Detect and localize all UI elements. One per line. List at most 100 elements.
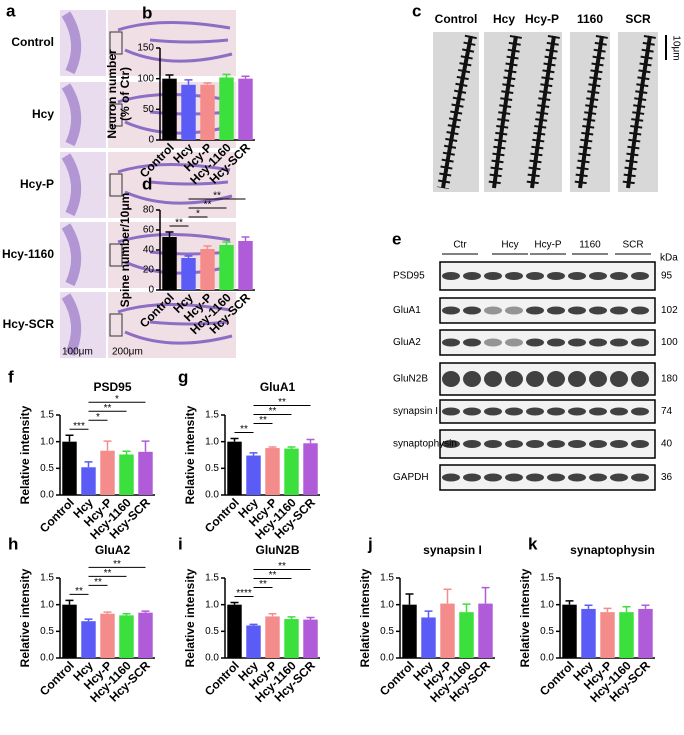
significance-label: ** <box>213 191 221 202</box>
bar <box>200 84 215 140</box>
band <box>568 338 586 347</box>
panel-label: j <box>367 534 373 553</box>
bar <box>81 621 96 658</box>
scale-bar-label: 10μm <box>670 35 681 60</box>
panel-label: i <box>178 534 183 553</box>
band <box>568 440 586 448</box>
error-bar <box>103 440 112 451</box>
bar <box>138 451 153 495</box>
y-axis-label: Relative intensity <box>183 568 197 667</box>
panel-label: d <box>142 174 152 193</box>
error-bar <box>203 245 212 249</box>
band <box>547 407 565 416</box>
error-bar <box>222 73 231 78</box>
bar <box>100 450 115 495</box>
significance-label: ** <box>104 403 112 414</box>
bar <box>402 604 417 658</box>
chart-title: GluN2B <box>255 543 299 557</box>
y-tick-label: 0.0 <box>380 653 394 664</box>
bar <box>181 84 196 140</box>
y-tick-label: 0.0 <box>40 653 54 664</box>
chart-title: GluA1 <box>260 380 296 394</box>
row-label: Hcy-SCR <box>3 317 55 331</box>
error-bar <box>165 74 174 79</box>
y-tick-label: 0.0 <box>40 490 54 501</box>
kda-label: 74 <box>661 406 673 417</box>
error-bar <box>65 434 74 442</box>
protein-label: synaptophysin <box>393 439 457 450</box>
y-tick-label: 50 <box>143 104 155 115</box>
kda-label: 180 <box>661 374 678 385</box>
error-bar <box>287 446 296 449</box>
y-tick-label: 0.5 <box>205 463 219 474</box>
cell-layer <box>61 83 81 147</box>
bar <box>62 441 77 495</box>
band <box>505 338 523 347</box>
y-axis-label: Relative intensity <box>358 568 372 667</box>
band <box>610 306 628 315</box>
roi-box <box>109 173 123 197</box>
band <box>547 473 565 482</box>
y-tick-label: 0.0 <box>540 653 554 664</box>
band <box>463 407 481 416</box>
y-tick-label: 150 <box>137 43 154 54</box>
y-tick-label: 0.5 <box>205 626 219 637</box>
y-tick-label: 1.0 <box>40 599 54 610</box>
group-label: Control <box>435 12 478 26</box>
band <box>589 440 607 448</box>
band <box>547 306 565 315</box>
band <box>631 407 649 416</box>
y-tick-label: 1.0 <box>40 436 54 447</box>
row-label: Hcy-P <box>20 177 54 191</box>
band <box>631 306 649 315</box>
protein-label: GAPDH <box>393 472 429 483</box>
protein-label: GluN2B <box>393 374 428 385</box>
error-bar <box>165 231 174 237</box>
protein-label: GluA1 <box>393 305 421 316</box>
band <box>484 272 502 280</box>
dendrite <box>530 35 556 189</box>
band <box>631 440 649 448</box>
row-label: Control <box>11 35 54 49</box>
band <box>610 338 628 347</box>
panel-label: b <box>142 3 152 22</box>
y-axis-label: Relative intensity <box>518 568 532 667</box>
bar <box>119 615 134 658</box>
significance-label: ** <box>75 586 83 597</box>
bar <box>100 613 115 658</box>
y-tick-label: 1.5 <box>40 410 54 421</box>
error-bar <box>424 610 433 618</box>
error-bar <box>184 79 193 85</box>
band <box>505 371 523 387</box>
x-tick-label: Control <box>37 658 77 698</box>
band <box>505 272 523 280</box>
significance-label: * <box>196 209 200 220</box>
y-tick-label: 0.5 <box>540 626 554 637</box>
bar <box>303 443 318 495</box>
y-tick-label: 1.0 <box>380 599 394 610</box>
y-tick-label: 0 <box>148 135 154 146</box>
error-bar <box>443 588 452 604</box>
bar <box>238 78 253 140</box>
group-label: 1160 <box>579 240 601 251</box>
significance-label: ** <box>175 218 183 229</box>
band <box>631 473 649 482</box>
significance-label: *** <box>73 421 85 432</box>
band <box>526 272 544 280</box>
band <box>505 440 523 448</box>
dendrite <box>441 35 473 189</box>
band <box>505 407 523 416</box>
band <box>568 473 586 482</box>
band <box>484 371 502 387</box>
error-bar <box>584 604 593 609</box>
y-tick-label: 1.0 <box>540 599 554 610</box>
band <box>526 338 544 347</box>
group-label: 1160 <box>577 12 603 26</box>
bar <box>219 77 234 140</box>
band <box>484 440 502 448</box>
y-tick-label: 100 <box>137 73 154 84</box>
kda-label: 36 <box>661 472 673 483</box>
band <box>442 338 460 347</box>
error-bar <box>603 607 612 613</box>
y-tick-label: 1.5 <box>40 573 54 584</box>
